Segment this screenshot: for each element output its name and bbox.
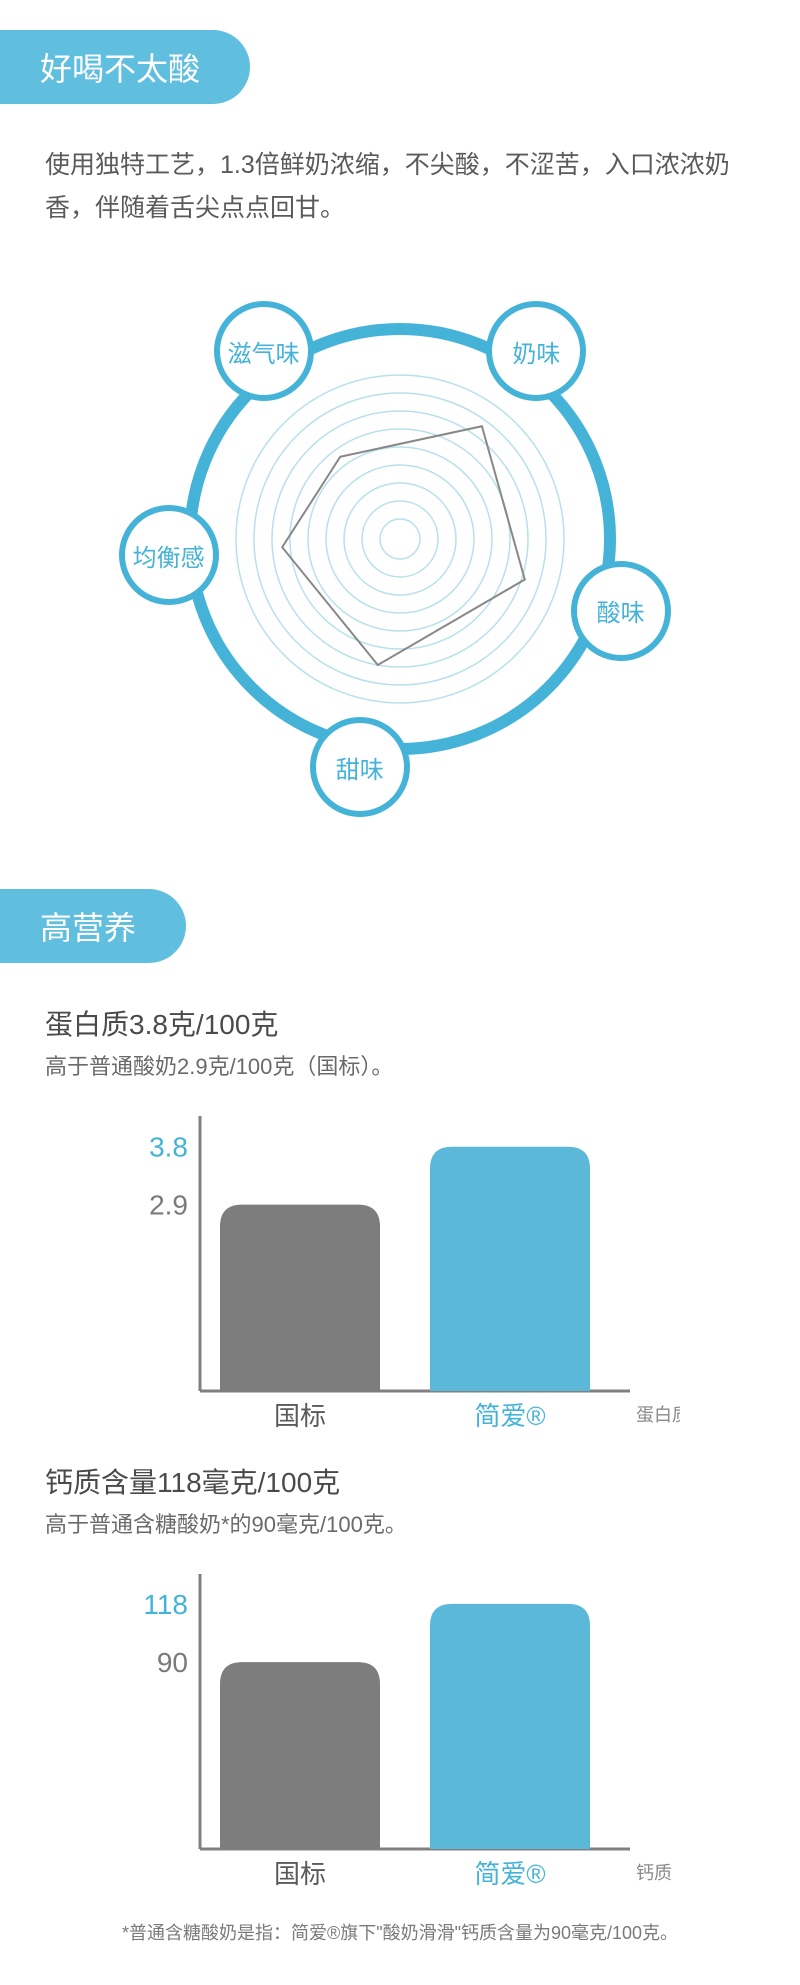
protein-bar-chart: 2.9 3.8 国标 简爱® 蛋白质（克/100克） (120, 1101, 680, 1431)
protein-title: 蛋白质3.8克/100克 (45, 1003, 755, 1043)
calcium-title: 钙质含量118毫克/100克 (45, 1461, 755, 1501)
calcium-bar-chart: 90 118 国标 简爱® 钙质（毫克/100克） (120, 1559, 680, 1889)
bar-svg: 2.9 3.8 国标 简爱® 蛋白质（克/100克） (120, 1101, 680, 1431)
section-header-taste: 好喝不太酸 (0, 30, 250, 104)
section-nutrition: 高营养 蛋白质3.8克/100克 高于普通酸奶2.9克/100克（国标）。 2.… (0, 859, 800, 1985)
radar-axis-label: 甜味 (310, 717, 410, 817)
svg-text:90: 90 (157, 1647, 188, 1678)
svg-text:简爱®: 简爱® (474, 1401, 545, 1431)
radar-axis-label: 奶味 (486, 301, 586, 401)
taste-description: 使用独特工艺，1.3倍鲜奶浓缩，不尖酸，不涩苦，入口浓浓奶香，伴随着舌尖点点回甘… (0, 144, 800, 229)
svg-text:国标: 国标 (274, 1401, 326, 1431)
protein-block: 蛋白质3.8克/100克 高于普通酸奶2.9克/100克（国标）。 2.9 3.8… (0, 1003, 800, 1431)
svg-text:蛋白质（克/100克）: 蛋白质（克/100克） (636, 1405, 680, 1425)
bar-svg: 90 118 国标 简爱® 钙质（毫克/100克） (120, 1559, 680, 1889)
footnote: *普通含糖酸奶是指：简爱®旗下"酸奶滑滑"钙质含量为90毫克/100克。 (0, 1919, 800, 1945)
svg-text:简爱®: 简爱® (474, 1859, 545, 1889)
svg-text:钙质（毫克/100克）: 钙质（毫克/100克） (636, 1863, 680, 1883)
svg-text:118: 118 (143, 1589, 188, 1620)
radar-axis-label: 均衡感 (119, 505, 219, 605)
protein-subtitle: 高于普通酸奶2.9克/100克（国标）。 (45, 1049, 755, 1081)
radar-axis-label: 滋气味 (214, 301, 314, 401)
svg-text:2.9: 2.9 (149, 1190, 188, 1221)
radar-axis-label: 酸味 (571, 561, 671, 661)
svg-text:3.8: 3.8 (149, 1132, 188, 1163)
section-header-nutrition: 高营养 (0, 889, 186, 963)
section-taste: 好喝不太酸 使用独特工艺，1.3倍鲜奶浓缩，不尖酸，不涩苦，入口浓浓奶香，伴随着… (0, 0, 800, 859)
radar-chart: 奶味酸味甜味 均衡感 滋气味 (120, 259, 680, 819)
calcium-block: 钙质含量118毫克/100克 高于普通含糖酸奶*的90毫克/100克。 90 11… (0, 1461, 800, 1889)
svg-text:国标: 国标 (274, 1859, 326, 1889)
calcium-subtitle: 高于普通含糖酸奶*的90毫克/100克。 (45, 1507, 755, 1539)
